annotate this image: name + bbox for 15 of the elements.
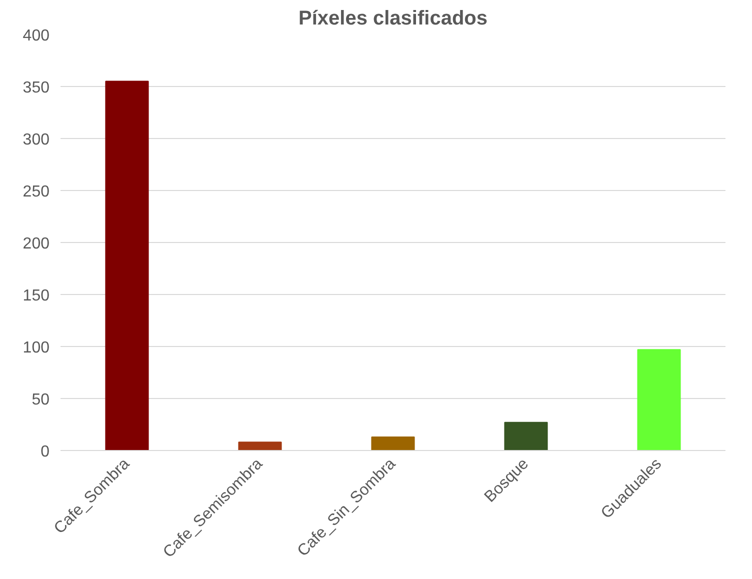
- y-tick-label: 300: [22, 132, 50, 148]
- bar: [504, 422, 548, 450]
- bar: [637, 349, 681, 450]
- y-tick-label: 350: [22, 80, 50, 96]
- y-tick-label: 0: [40, 444, 50, 460]
- bar: [105, 80, 149, 450]
- y-tick-label: 400: [22, 28, 50, 44]
- bar: [371, 436, 415, 450]
- chart-title: Píxeles clasificados: [298, 8, 488, 30]
- y-tick-label: 200: [22, 236, 50, 252]
- y-tick-label: 250: [22, 184, 50, 200]
- bar: [238, 442, 282, 450]
- y-tick-label: 100: [22, 340, 50, 356]
- y-tick-label: 150: [22, 288, 50, 304]
- y-tick-label: 50: [32, 392, 50, 408]
